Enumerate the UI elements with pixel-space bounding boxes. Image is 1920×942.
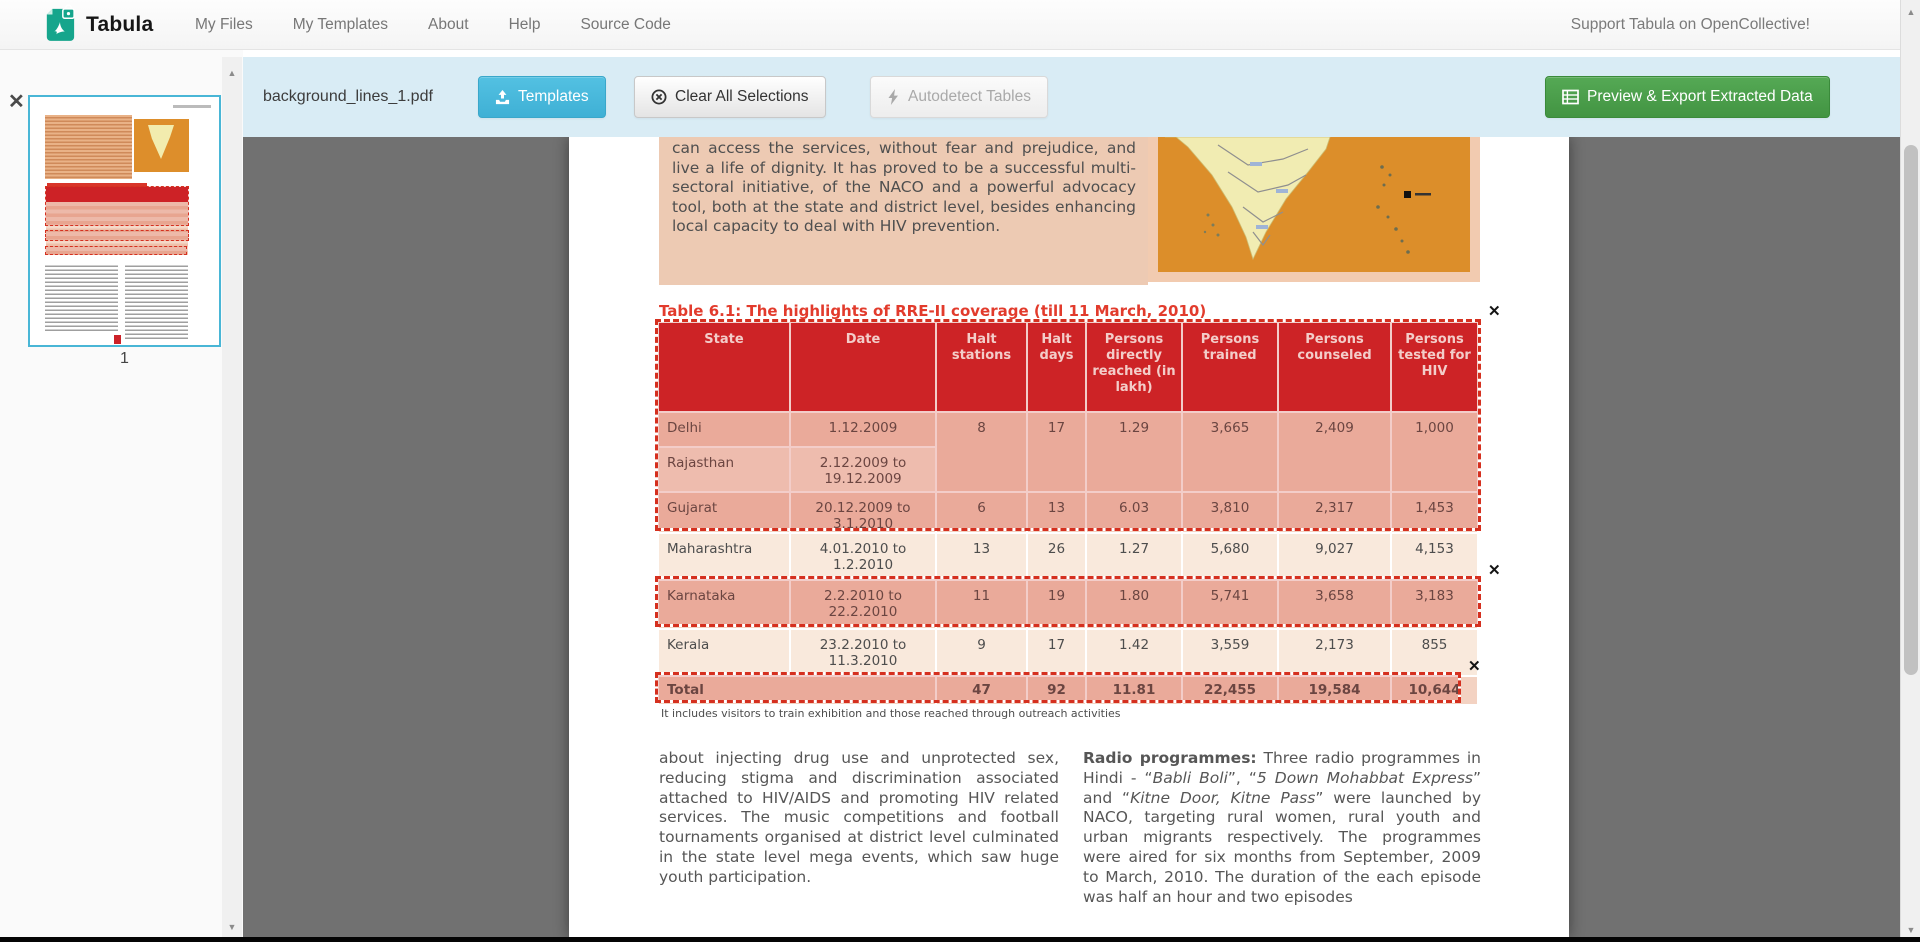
- document-toolbar: background_lines_1.pdf Templates Clear A…: [243, 57, 1900, 137]
- table-row: Karnataka 2.2.2010 to 22.2.2010 11 19 1.80 5,…: [659, 581, 1477, 628]
- table-header-cell: Date: [791, 323, 935, 411]
- circle-x-icon: [651, 89, 667, 105]
- document-filename: background_lines_1.pdf: [263, 88, 433, 105]
- nav-links: My Files My Templates About Help Source …: [195, 0, 671, 50]
- preview-export-button[interactable]: Preview & Export Extracted Data: [1545, 76, 1830, 118]
- pdf-left-column: about injecting drug use and unprotected…: [659, 749, 1059, 886]
- thumb-selection-1: [45, 186, 189, 226]
- table-header-cell: Persons tested for HIV: [1392, 323, 1477, 411]
- thumb-text-column-right: [125, 263, 188, 341]
- table-header-cell: Persons trained: [1183, 323, 1277, 411]
- table-row: Delhi 1.12.2009 8 17 1.29 3,665 2,409 1,000: [659, 413, 1477, 491]
- table-header-cell: State: [659, 323, 789, 411]
- thumb-table-header: [46, 187, 188, 202]
- table-footnote: It includes visitors to train exhibition…: [661, 707, 1121, 720]
- table-row: Gujarat 20.12.2009 to 3.1.2010 6 13 6.03 3,81…: [659, 493, 1477, 532]
- sidebar-scrollbar[interactable]: ▲ ▼: [222, 57, 242, 937]
- selection-1-close-icon[interactable]: ✕: [1488, 303, 1501, 320]
- top-navbar: Tabula My Files My Templates About Help …: [0, 0, 1900, 50]
- selection-2-close-icon[interactable]: ✕: [1488, 562, 1501, 579]
- bolt-icon: [887, 89, 900, 105]
- table-title: Table 6.1: The highlights of RRE-II cove…: [659, 302, 1207, 320]
- remove-page-icon[interactable]: ✕: [8, 91, 25, 113]
- nav-help[interactable]: Help: [508, 16, 541, 33]
- selection-box-2[interactable]: [655, 576, 1481, 627]
- table-row: Rajasthan 2.12.2009 to 19.12.2009: [659, 448, 1477, 491]
- thumb-page-badge: [114, 335, 121, 344]
- thumb-text-column-left: [45, 263, 118, 333]
- selection-box-1[interactable]: [655, 319, 1481, 531]
- table-row: Total 47 92 11.81 22,455 19,584 10,644: [659, 677, 1477, 704]
- pdf-top-paragraph: can access the services, without fear an…: [659, 137, 1148, 285]
- nav-my-files[interactable]: My Files: [195, 16, 253, 33]
- pdf-right-column: Radio programmes: Three radio programmes…: [1083, 749, 1482, 906]
- table-row: Kerala 23.2.2010 to 11.3.2010 9 17 1.42 3,559…: [659, 630, 1477, 675]
- window-scrollbar[interactable]: ▲ ▼: [1900, 0, 1920, 942]
- table-header-cell: Persons directly reached (in lakh): [1087, 323, 1181, 411]
- brand-home-link[interactable]: Tabula: [44, 3, 154, 48]
- selection-3-close-icon[interactable]: ✕: [1468, 658, 1481, 675]
- templates-button[interactable]: Templates: [478, 76, 606, 118]
- page-thumbnail[interactable]: [28, 95, 221, 347]
- table-header-cell: Halt days: [1028, 323, 1085, 411]
- page-sidebar: ✕ 1 ▲ ▼: [0, 50, 243, 942]
- nav-source-code[interactable]: Source Code: [580, 16, 671, 33]
- thumb-header-line: [173, 105, 211, 108]
- autodetect-tables-button[interactable]: Autodetect Tables: [870, 76, 1048, 118]
- pdf-page[interactable]: can access the services, without fear an…: [569, 137, 1569, 937]
- table-header-cell: Halt stations: [937, 323, 1026, 411]
- thumb-table-title: [47, 183, 147, 187]
- window-scrollbar-thumb[interactable]: [1904, 145, 1918, 675]
- clear-all-selections-button[interactable]: Clear All Selections: [634, 76, 826, 118]
- screen-bottom-edge: [0, 937, 1920, 942]
- thumb-selection-3: [45, 246, 187, 255]
- window-scroll-up-icon[interactable]: ▲: [1906, 7, 1916, 17]
- nav-support-link[interactable]: Support Tabula on OpenCollective!: [1570, 16, 1810, 33]
- brand-name: Tabula: [86, 13, 154, 36]
- table-row: Maharashtra 4.01.2010 to 1.2.2010 13 26 1.27…: [659, 534, 1477, 579]
- nav-about[interactable]: About: [428, 16, 469, 33]
- thumb-map-block: [134, 119, 189, 172]
- document-canvas: can access the services, without fear an…: [243, 137, 1900, 937]
- templates-icon: [495, 89, 510, 105]
- thumb-selection-2: [45, 230, 189, 241]
- table-list-icon: [1562, 89, 1579, 105]
- data-table: State Date Halt stations Halt days Persons d…: [657, 321, 1479, 706]
- table-header-cell: Persons counseled: [1279, 323, 1390, 411]
- selection-box-3[interactable]: [655, 672, 1461, 703]
- tabula-logo-icon: [44, 3, 76, 48]
- sidebar-scroll-down-icon[interactable]: ▼: [227, 922, 237, 932]
- nav-my-templates[interactable]: My Templates: [292, 16, 389, 33]
- thumb-paragraph-block: [45, 115, 132, 179]
- thumbnail-page-number: 1: [120, 350, 129, 367]
- india-map-figure: [1148, 137, 1480, 282]
- window-scroll-down-icon[interactable]: ▼: [1906, 925, 1916, 935]
- sidebar-scroll-up-icon[interactable]: ▲: [227, 68, 237, 78]
